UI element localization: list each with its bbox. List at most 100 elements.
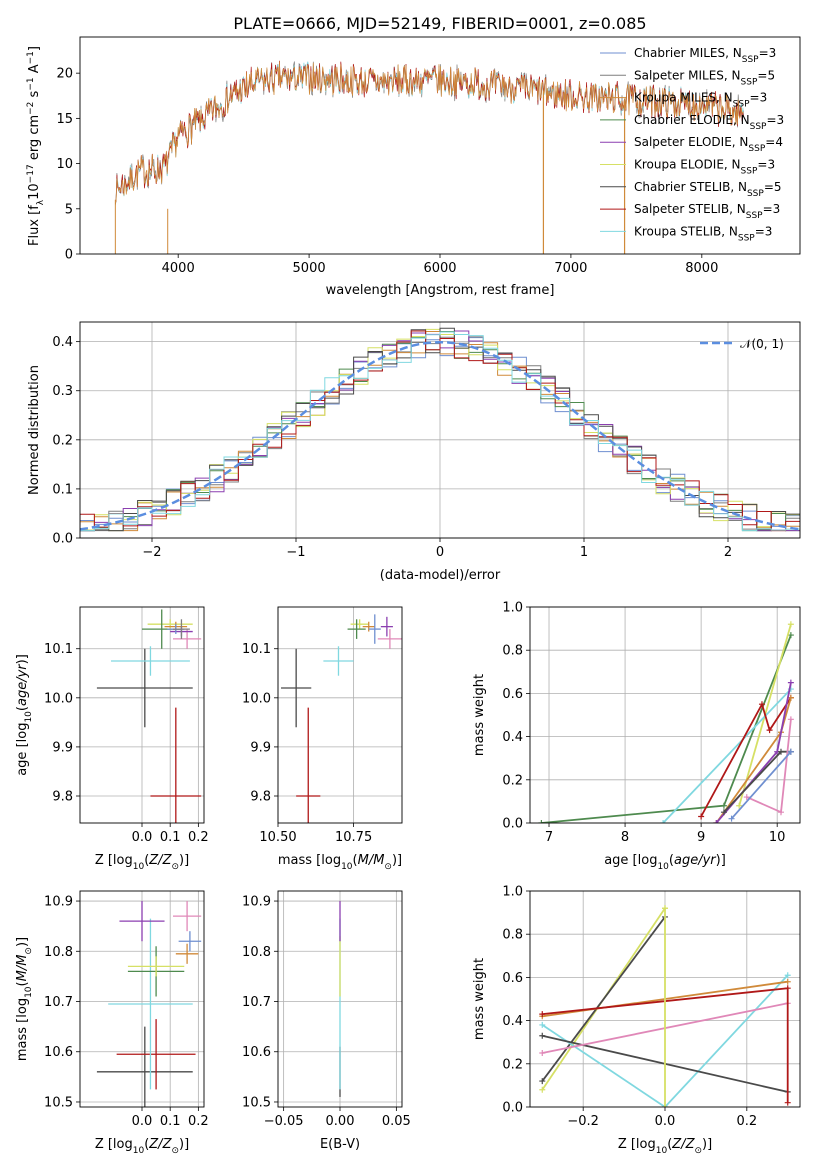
x-tick-label: 6000 [423,261,456,276]
x-axis-label: E(B-V) [320,1137,360,1152]
y-tick-label: 10.1 [242,642,271,657]
y-tick-label: 0.1 [52,482,73,497]
y-tick-label: 0.4 [502,1014,523,1029]
y-tick-label: 0.2 [502,773,523,788]
weight-marker [539,1011,546,1018]
x-tick-label: 1 [580,545,588,560]
weight-marker [784,978,791,985]
histogram-step [80,331,800,532]
weight-marker [758,701,765,708]
mass-weight-vs-age-panel: 7 8 9 10 0.0 0.2 0.4 0.6 0.8 1.0 age [log10(age/yr… [472,601,801,872]
weight-line [730,751,792,820]
axes-frame [529,606,801,824]
axes-frame [79,890,205,1108]
weight-marker [539,1021,546,1028]
weight-line [700,697,792,817]
age-vs-mass-panel: 10.50 10.75 9.8 9.9 10.0 10.1 mass [log10(M/M⊙… [242,606,403,872]
x-axis-label: (data-model)/error [380,568,501,583]
x-tick-label: 2 [724,545,732,560]
x-axis-label: Z [log10(Z/Z⊙)] [95,1137,189,1156]
x-axis-label: Z [log10(Z/Z⊙)] [618,1137,712,1156]
legend-label: Kroupa MILES, NSSP=3 [634,91,767,110]
plot-area [96,609,202,823]
legend-label: Chabrier STELIB, NSSP=5 [634,180,782,199]
plot-area [281,614,402,823]
y-tick-label: 10.6 [44,1045,73,1060]
legend-label: Chabrier ELODIE, NSSP=3 [634,113,784,132]
y-tick-label: 10.8 [44,945,73,960]
weight-marker [539,1050,546,1056]
y-tick-label: 1.0 [502,601,523,616]
y-tick-label: 0.2 [502,1057,523,1072]
y-tick-label: 20 [56,67,73,82]
y-tick-label: 0.2 [52,433,73,448]
y-tick-label: 5 [65,202,73,217]
legend-label: Chabrier MILES, NSSP=3 [634,46,776,65]
axes-frame [79,606,205,824]
x-axis-label: age [log10(age/yr)] [604,853,726,872]
axes-frame [79,321,801,539]
y-axis-label: mass weight [472,958,487,1040]
x-tick-label: 0.00 [326,1114,355,1129]
y-tick-label: 0.8 [502,928,523,943]
x-tick-label: 9 [697,830,705,845]
y-tick-label: 15 [56,112,73,127]
y-tick-label: 10.7 [44,995,73,1010]
y-tick-label: 0.0 [502,1101,523,1116]
spectrum-line [114,61,744,205]
mass-vs-reddening-panel: −0.05 0.00 0.05 10.5 10.6 10.7 10.8 10.9 E(B-V) [242,890,411,1152]
normal-curve [80,340,800,531]
weight-marker [720,802,727,809]
x-tick-label: 0.2 [188,1114,209,1129]
x-tick-label: 0.05 [382,1114,411,1129]
residual-histogram-panel: −2 −1 0 1 2 0.0 0.1 0.2 0.3 0.4 (data-model)/error… [27,321,801,583]
x-tick-label: 10.75 [335,830,372,845]
x-tick-label: 0.1 [160,830,181,845]
y-tick-label: 0.6 [502,687,523,702]
legend-label: Kroupa STELIB, NSSP=3 [634,224,772,243]
y-axis-label: mass [log10(M/M⊙)] [15,937,34,1061]
y-tick-label: 10.8 [242,945,271,960]
y-tick-label: 10.5 [44,1095,73,1110]
y-tick-label: 10.1 [44,642,73,657]
weight-marker [784,972,791,979]
age-vs-metallicity-panel: 0.0 0.1 0.2 9.8 9.9 10.0 10.1 Z [log10(Z/Z⊙)] ag… [15,606,209,872]
x-tick-label: 5000 [293,261,326,276]
weight-marker [784,1099,791,1106]
x-tick-label: 8 [621,830,629,845]
weight-marker [777,748,784,755]
weight-line [715,697,792,823]
y-tick-label: 10 [56,157,73,172]
weight-marker [539,1086,546,1093]
weight-marker [720,809,727,816]
plot-area [539,905,791,1107]
y-tick-label: 9.8 [52,790,73,805]
y-tick-label: 0.4 [502,730,523,745]
weight-marker [698,813,705,820]
x-tick-label: 10.50 [259,830,296,845]
plot-area [538,621,794,823]
weight-marker [713,820,720,823]
x-tick-label: 10 [769,830,786,845]
figure-title: PLATE=0666, MJD=52149, FIBERID=0001, z=0… [233,14,646,33]
weight-marker [660,820,667,823]
x-axis-label: wavelength [Angstrom, rest frame] [326,283,555,298]
y-tick-label: 10.7 [242,995,271,1010]
y-tick-label: 0 [65,248,73,263]
y-tick-label: 0.6 [502,971,523,986]
weight-marker [787,716,794,723]
x-tick-label: −0.2 [567,1114,599,1129]
y-tick-label: 10.0 [242,691,271,706]
legend-label: 𝒩(0, 1) [740,337,784,351]
x-tick-label: 7 [545,830,553,845]
weight-marker [662,905,668,912]
weight-line [541,916,666,1082]
y-tick-label: 9.8 [250,790,271,805]
y-tick-label: 10.9 [242,895,271,910]
y-tick-label: 9.9 [52,740,73,755]
legend-label: Salpeter STELIB, NSSP=3 [634,202,780,221]
weight-marker [777,809,784,816]
y-tick-label: 10.9 [44,895,73,910]
y-tick-label: 1.0 [502,885,523,900]
x-tick-label: 0.0 [132,1114,153,1129]
